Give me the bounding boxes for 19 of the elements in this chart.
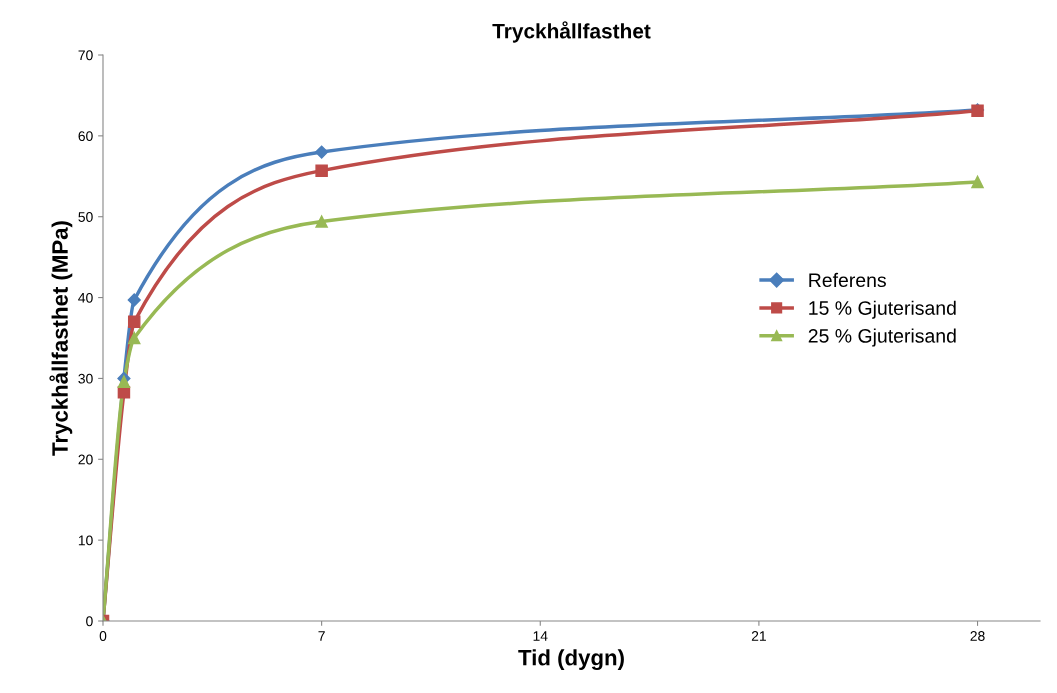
chart-title: Tryckhållfasthet [492, 21, 651, 43]
y-tick-label: 70 [78, 50, 93, 61]
y-tick-label: 30 [78, 373, 93, 384]
y-tick-label: 40 [78, 292, 93, 303]
y-tick-label: 0 [86, 616, 93, 627]
y-tick-label: 50 [78, 212, 93, 222]
x-tick-label: 0 [99, 631, 107, 641]
legend-label: 15 % Gjuterisand [809, 300, 956, 319]
y-axis-title: Tryckhållfasthet (MPa) [49, 221, 73, 456]
legend-label: Referens [809, 272, 886, 288]
legend-label: 25 % Gjuterisand [808, 328, 956, 347]
x-tick-label: 28 [970, 631, 985, 641]
x-axis-title: Tid (dygn) [518, 649, 624, 671]
x-tick-label: 7 [318, 631, 325, 641]
x-tick-label: 21 [751, 631, 766, 641]
y-tick-label: 20 [78, 454, 93, 465]
x-tick-label: 14 [533, 631, 548, 641]
y-tick-label: 10 [78, 535, 93, 546]
y-tick-label: 60 [78, 131, 93, 142]
